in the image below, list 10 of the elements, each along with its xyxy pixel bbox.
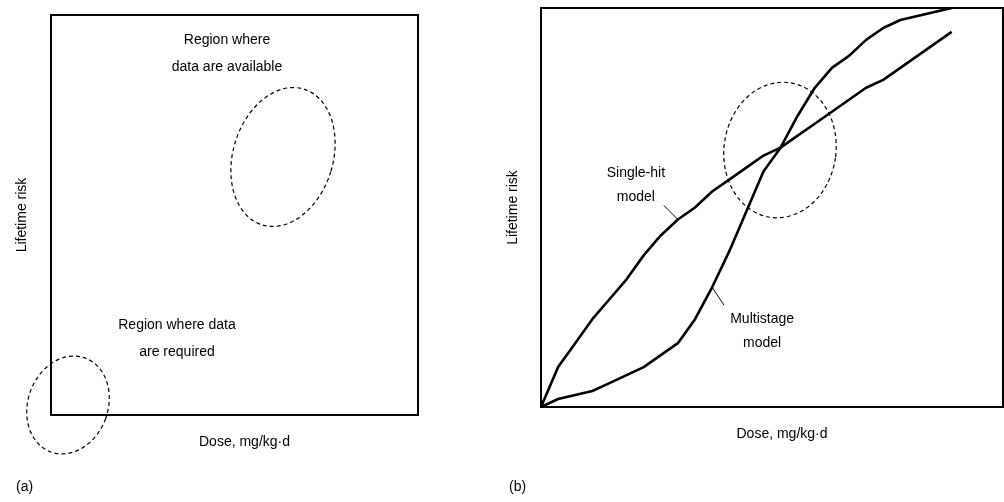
x-axis-title: Dose, mg/kg·d bbox=[736, 424, 828, 441]
text: Region where data are available bbox=[171, 30, 283, 74]
text: Dose, mg/kg·d bbox=[198, 432, 291, 449]
text: Lifetime risk bbox=[12, 176, 29, 253]
series-label: Single-hit model bbox=[606, 164, 666, 205]
text: (a) bbox=[16, 477, 34, 494]
text: Region where data are required bbox=[118, 315, 236, 359]
legend-label: Multistage model bbox=[730, 310, 795, 351]
y-axis-title: Lifetime risk bbox=[503, 169, 520, 245]
text: (b) bbox=[509, 477, 527, 494]
